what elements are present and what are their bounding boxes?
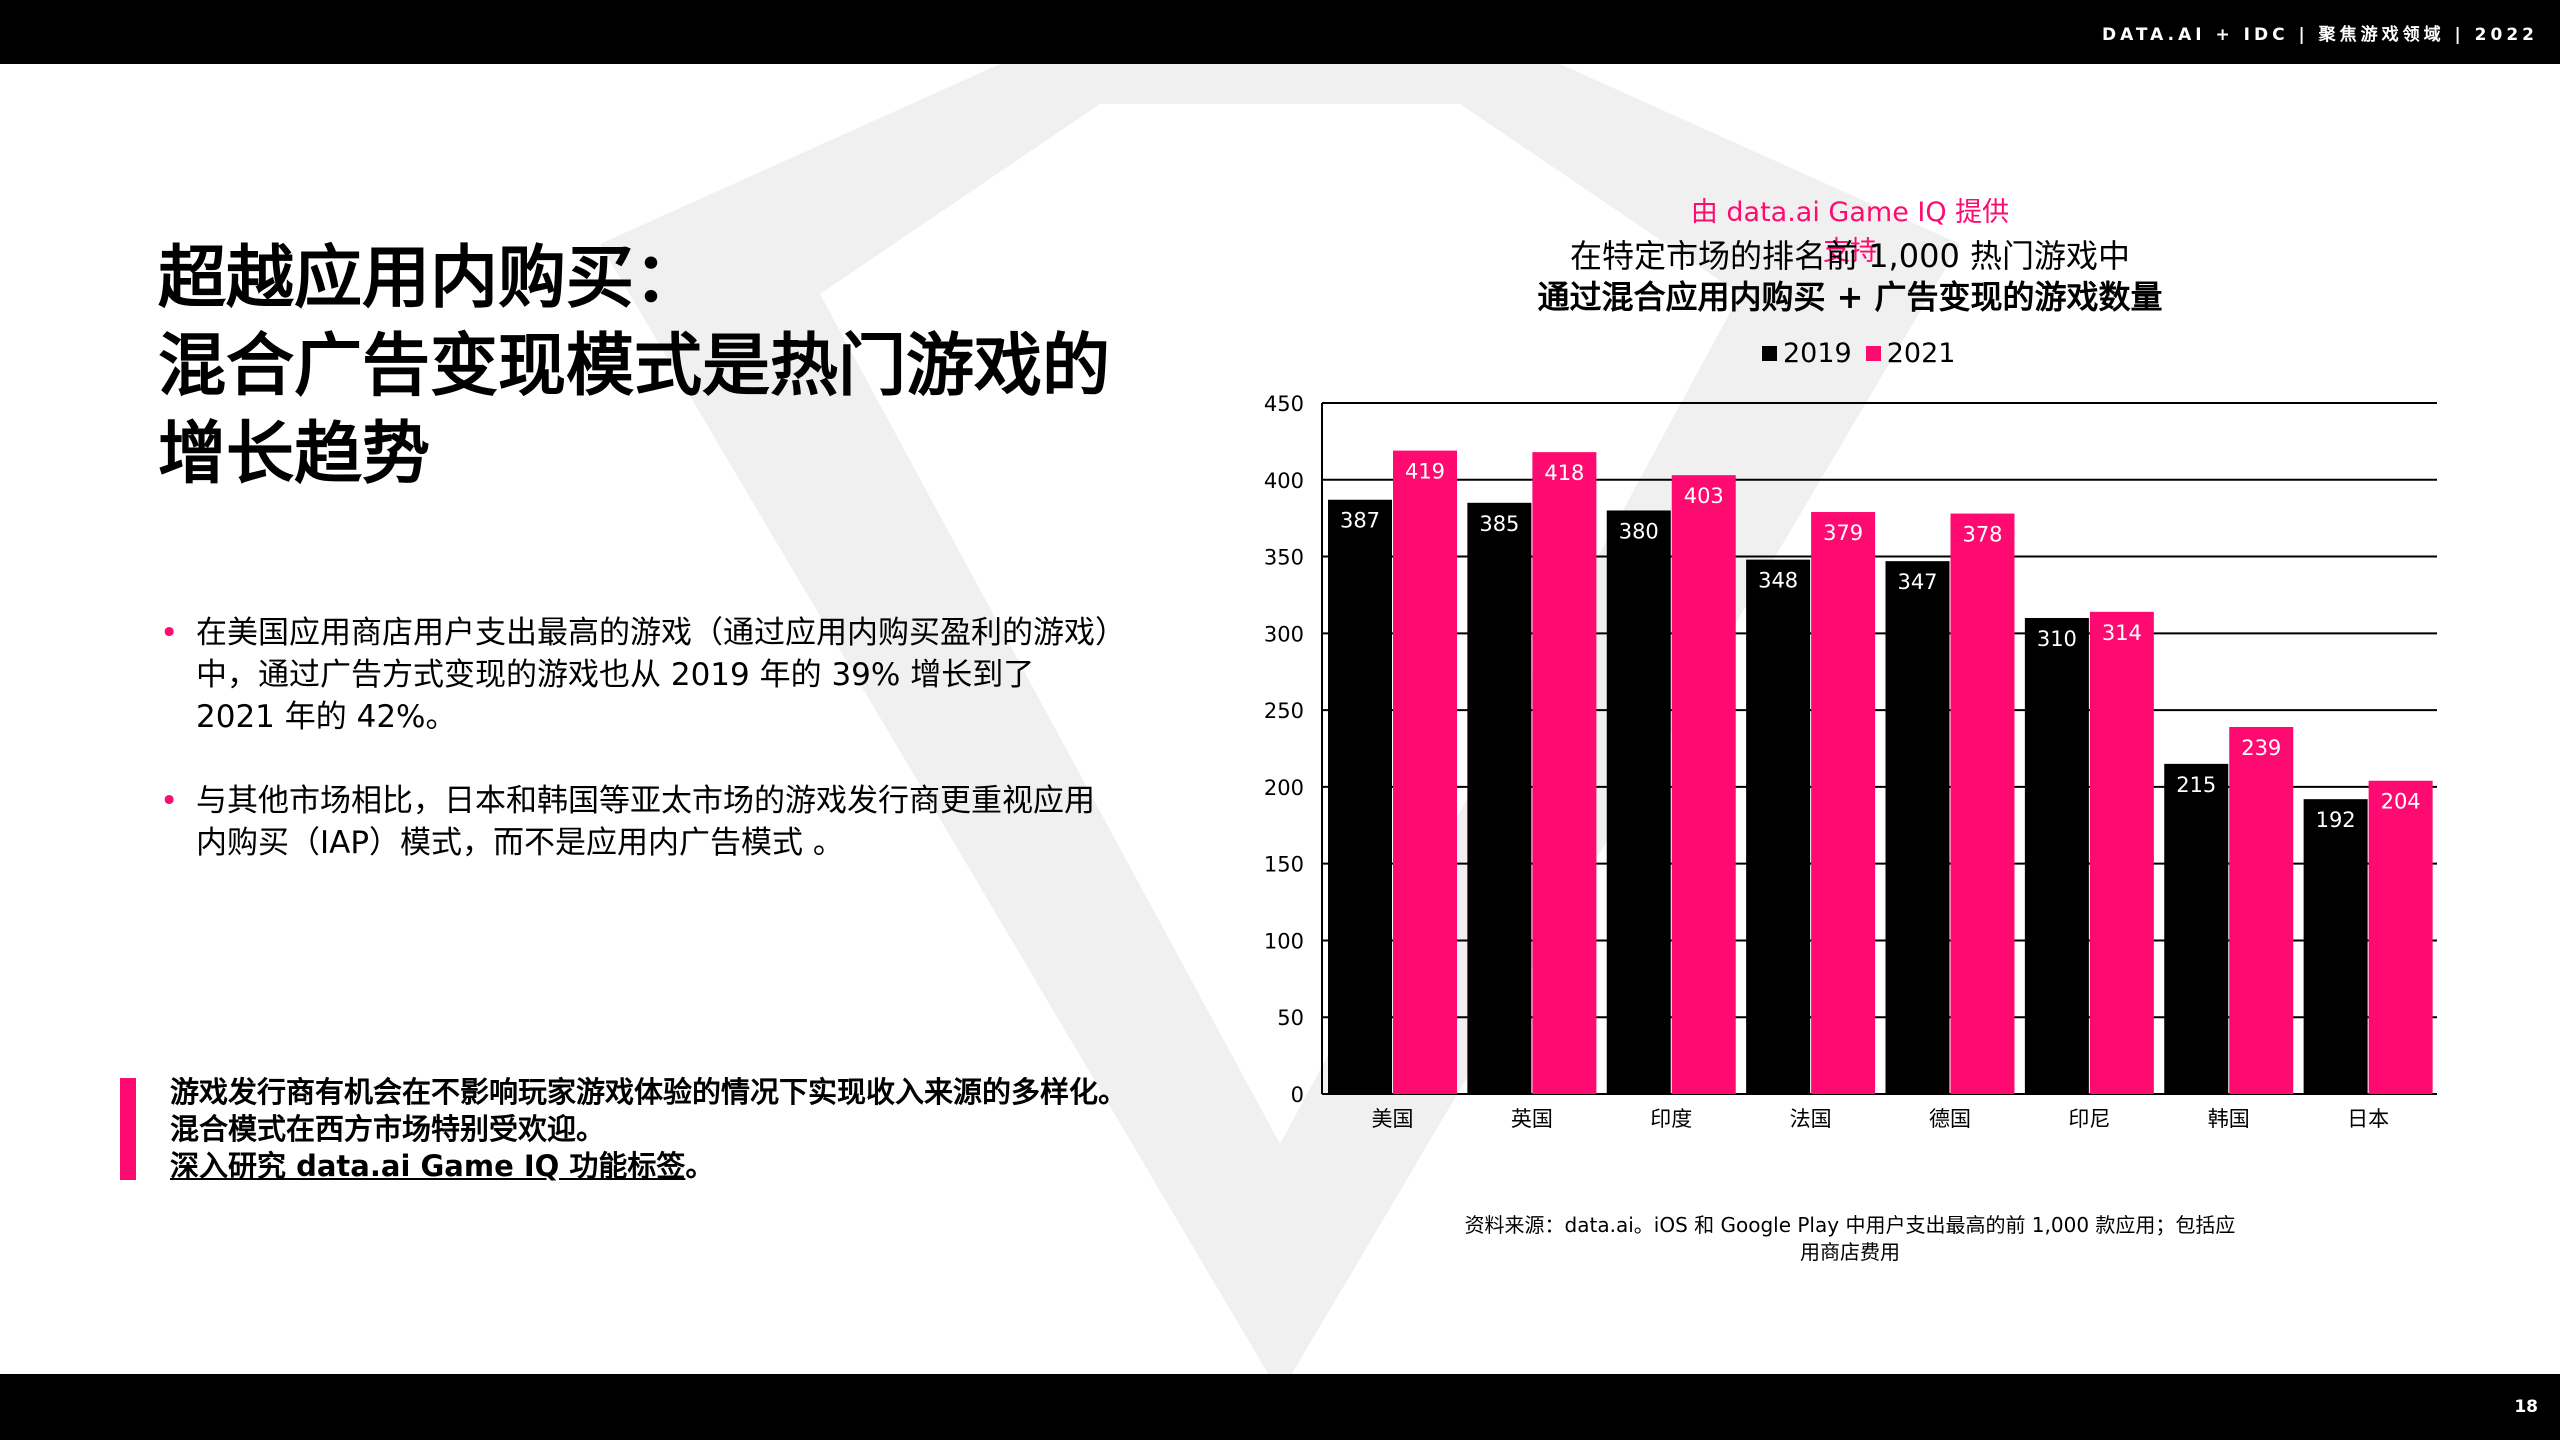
bar-2021: [1671, 475, 1736, 1094]
y-tick-label: 400: [1264, 469, 1304, 493]
x-tick-label: 韩国: [2208, 1107, 2250, 1131]
x-tick-label: 德国: [1929, 1107, 1971, 1131]
page-title: 超越应用内购买： 混合广告变现模式是热门游戏的 增长趋势: [158, 235, 1198, 499]
data-label: 204: [2381, 790, 2421, 814]
bar-2021: [1532, 452, 1597, 1094]
chart-title: 在特定市场的排名前 1,000 热门游戏中 通过混合应用内购买 + 广告变现的游…: [1430, 236, 2270, 318]
data-label: 310: [2037, 627, 2077, 651]
x-tick-label: 法国: [1790, 1107, 1832, 1131]
bullet-list: • 在美国应用商店用户支出最高的游戏（通过应用内购买盈利的游戏）中，通过广告方式…: [158, 612, 1118, 906]
bar-2021: [2229, 727, 2294, 1094]
x-tick-label: 日本: [2347, 1107, 2389, 1131]
data-label: 380: [1619, 519, 1659, 543]
powered-by-label: 由 data.ai Game IQ 提供支持: [1690, 197, 2010, 267]
bar-2021: [1950, 513, 2015, 1094]
legend-label-2019: 2019: [1783, 337, 1852, 369]
game-iq-link[interactable]: 深入研究 data.ai Game IQ 功能标签: [170, 1149, 686, 1183]
y-tick-label: 300: [1264, 622, 1304, 646]
data-label: 239: [2241, 736, 2281, 760]
title-line: 混合广告变现模式是热门游戏的: [158, 327, 1111, 406]
bar-2019: [1467, 502, 1532, 1094]
y-tick-label: 350: [1264, 546, 1304, 570]
legend-item-2021: 2021: [1865, 337, 1956, 369]
bottom-bar: 18: [0, 1374, 2560, 1440]
x-tick-label: 英国: [1511, 1107, 1553, 1131]
data-label: 192: [2316, 808, 2356, 832]
x-tick-label: 印度: [1650, 1107, 1692, 1131]
bullet-dot-icon: •: [160, 615, 179, 651]
data-label: 378: [1962, 523, 2002, 547]
x-tick-label: 美国: [1372, 1107, 1414, 1131]
x-tick-label: 印尼: [2068, 1107, 2110, 1131]
y-tick-label: 200: [1264, 776, 1304, 800]
data-label: 347: [1897, 570, 1937, 594]
data-label: 314: [2102, 621, 2142, 645]
y-tick-label: 50: [1277, 1006, 1304, 1030]
bar-chart: 0 50 100 150 200 250 300 350 400 450 387 419 美国 385 41…: [1264, 392, 2437, 1131]
bar-2021: [2089, 611, 2154, 1094]
source-note: 资料来源：data.ai。iOS 和 Google Play 中用户支出最高的前…: [1440, 1212, 2260, 1266]
y-tick-label: 450: [1264, 392, 1304, 416]
data-label: 419: [1405, 460, 1445, 484]
bullet-text: 在美国应用商店用户支出最高的游戏（通过应用内购买盈利的游戏）中，通过广告方式变现…: [196, 615, 1111, 735]
source-line1: 资料来源：data.ai。iOS 和 Google Play 中用户支出最高的前…: [1464, 1213, 2236, 1237]
callout-box: 游戏发行商有机会在不影响玩家游戏体验的情况下实现收入来源的多样化。混合模式在西方…: [120, 1074, 1127, 1183]
y-tick-label: 150: [1264, 853, 1304, 877]
data-label: 418: [1544, 461, 1584, 485]
title-line: 增长趋势: [158, 415, 431, 494]
bar-2019: [1328, 499, 1392, 1094]
y-tick-label: 250: [1264, 699, 1304, 723]
bar-2019: [1606, 510, 1671, 1094]
page-number: 18: [2514, 1397, 2538, 1417]
legend-label-2021: 2021: [1886, 337, 1956, 369]
bar-2021: [1811, 512, 1876, 1094]
data-label: 387: [1340, 509, 1380, 533]
bullet-dot-icon: •: [160, 783, 179, 819]
bar-2019: [2164, 763, 2229, 1094]
callout-body: 游戏发行商有机会在不影响玩家游戏体验的情况下实现收入来源的多样化。混合模式在西方…: [170, 1075, 1128, 1146]
data-label: 403: [1684, 484, 1724, 508]
data-label: 348: [1758, 569, 1798, 593]
chart-title-line1: 在特定市场的排名前 1,000 热门游戏中: [1570, 237, 2130, 275]
legend-item-2019: 2019: [1762, 338, 1852, 369]
bar-2019: [2024, 617, 2089, 1094]
legend-swatch-2019: [1762, 345, 1777, 361]
callout-accent-bar: [120, 1078, 136, 1180]
diamond-watermark: [600, 64, 1960, 1374]
bar-2019: [2303, 799, 2368, 1094]
top-bar: DATA.AI + IDC | 聚焦游戏领域 | 2022: [0, 0, 2560, 64]
bar-2021: [1393, 450, 1457, 1094]
bullet-item: • 与其他市场相比，日本和韩国等亚太市场的游戏发行商更重视应用内购买（IAP）模…: [158, 780, 1118, 864]
chart-legend: 2019 2021: [1762, 336, 1969, 370]
title-line: 超越应用内购买：: [158, 239, 703, 318]
bullet-text: 与其他市场相比，日本和韩国等亚太市场的游戏发行商更重视应用内购买（IAP）模式，…: [196, 783, 1095, 861]
bar-2021: [2368, 780, 2433, 1094]
data-label: 379: [1823, 521, 1863, 545]
y-tick-label: 0: [1291, 1083, 1304, 1107]
y-tick-label: 100: [1264, 929, 1304, 953]
callout-text: 游戏发行商有机会在不影响玩家游戏体验的情况下实现收入来源的多样化。混合模式在西方…: [170, 1074, 1150, 1185]
bar-2019: [1746, 559, 1811, 1094]
legend-swatch-2021: [1865, 345, 1881, 361]
data-label: 385: [1479, 512, 1519, 536]
callout-suffix: 。: [685, 1149, 715, 1183]
header-text: DATA.AI + IDC | 聚焦游戏领域 | 2022: [2101, 25, 2538, 45]
bullet-item: • 在美国应用商店用户支出最高的游戏（通过应用内购买盈利的游戏）中，通过广告方式…: [158, 612, 1118, 738]
chart-title-line2: 通过混合应用内购买 + 广告变现的游戏数量: [1537, 278, 2163, 316]
source-line2: 用商店费用: [1800, 1240, 1900, 1264]
bar-2019: [1885, 561, 1950, 1094]
data-label: 215: [2176, 773, 2216, 797]
